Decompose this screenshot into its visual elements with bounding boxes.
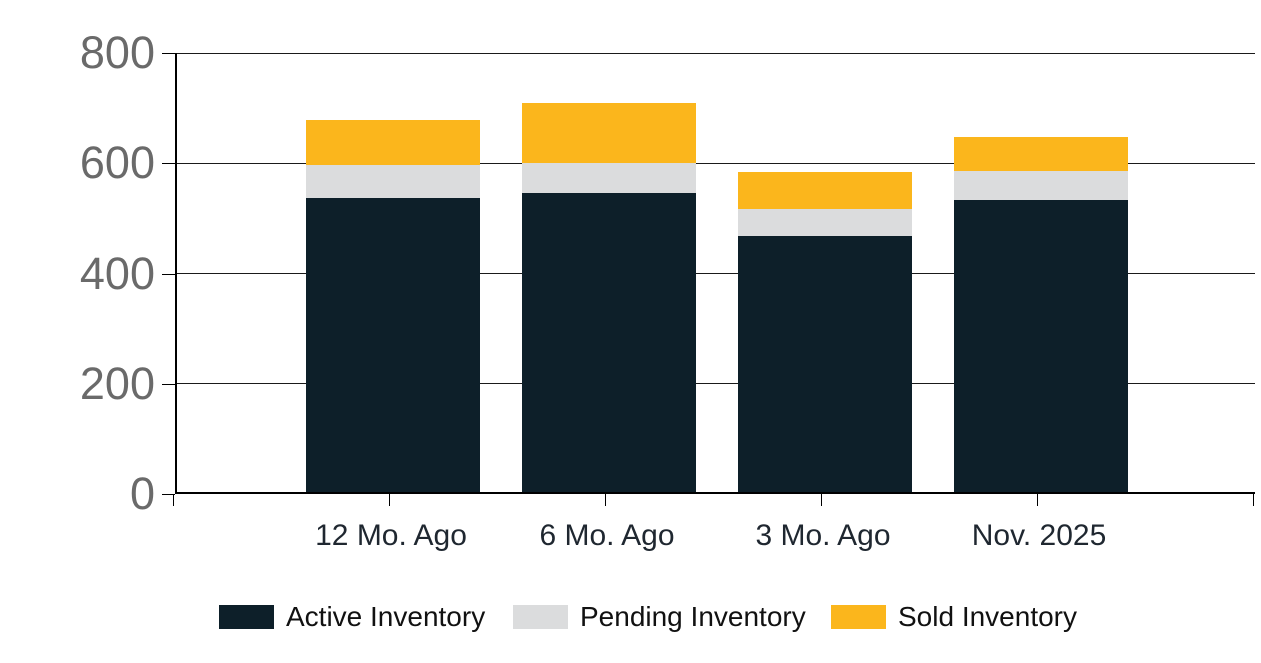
y-tick-mark	[162, 53, 175, 54]
y-tick-label: 800	[79, 27, 155, 78]
legend-item-pending-inventory: Pending Inventory	[513, 602, 806, 632]
bar-12-mo-ago	[306, 119, 480, 492]
x-tick-mark	[821, 494, 822, 506]
x-tick-mark	[1037, 494, 1038, 506]
legend-label: Sold Inventory	[898, 601, 1077, 632]
y-tick-mark	[162, 163, 175, 165]
bar-segment-active-inventory	[738, 235, 912, 492]
bar-segment-sold-inventory	[306, 119, 480, 166]
legend-item-sold-inventory: Sold Inventory	[831, 602, 1077, 632]
bar-segment-sold-inventory	[522, 103, 696, 163]
bar-3-mo-ago	[738, 172, 912, 492]
x-tick-mark	[605, 494, 606, 506]
y-tick-label: 600	[79, 137, 155, 189]
bar-segment-sold-inventory	[954, 137, 1128, 171]
legend-label: Pending Inventory	[580, 601, 806, 632]
x-tick-mark	[173, 494, 174, 506]
y-tick-label: 200	[79, 357, 155, 409]
y-tick-mark	[162, 383, 175, 385]
gridline-800	[177, 53, 1255, 54]
plot-area	[175, 53, 1255, 494]
bar-segment-pending-inventory	[954, 170, 1128, 200]
y-tick-label: 400	[79, 247, 155, 299]
legend-swatch	[513, 605, 568, 629]
legend: Active Inventory Pending Inventory Sold In…	[0, 602, 1261, 632]
y-tick-mark	[162, 494, 175, 495]
legend-swatch	[219, 605, 274, 629]
bar-segment-sold-inventory	[738, 172, 912, 210]
x-tick-label: 3 Mo. Ago	[755, 519, 891, 552]
x-tick-label: 12 Mo. Ago	[315, 519, 467, 552]
x-tick-mark	[389, 494, 390, 506]
bar-segment-active-inventory	[954, 199, 1128, 492]
bar-nov-2025	[954, 137, 1128, 492]
bar-segment-pending-inventory	[738, 209, 912, 236]
legend-swatch	[831, 605, 886, 629]
legend-label: Active Inventory	[286, 601, 486, 632]
y-tick-label: 0	[129, 468, 155, 519]
y-tick-mark	[162, 273, 175, 275]
x-tick-label: 6 Mo. Ago	[539, 519, 675, 552]
x-tick-label: Nov. 2025	[971, 519, 1107, 552]
bar-segment-active-inventory	[522, 193, 696, 492]
bar-segment-pending-inventory	[306, 165, 480, 199]
x-tick-mark	[1253, 494, 1254, 506]
legend-item-active-inventory: Active Inventory	[219, 602, 485, 632]
bar-6-mo-ago	[522, 103, 696, 492]
bar-segment-pending-inventory	[522, 162, 696, 194]
bar-segment-active-inventory	[306, 198, 480, 492]
